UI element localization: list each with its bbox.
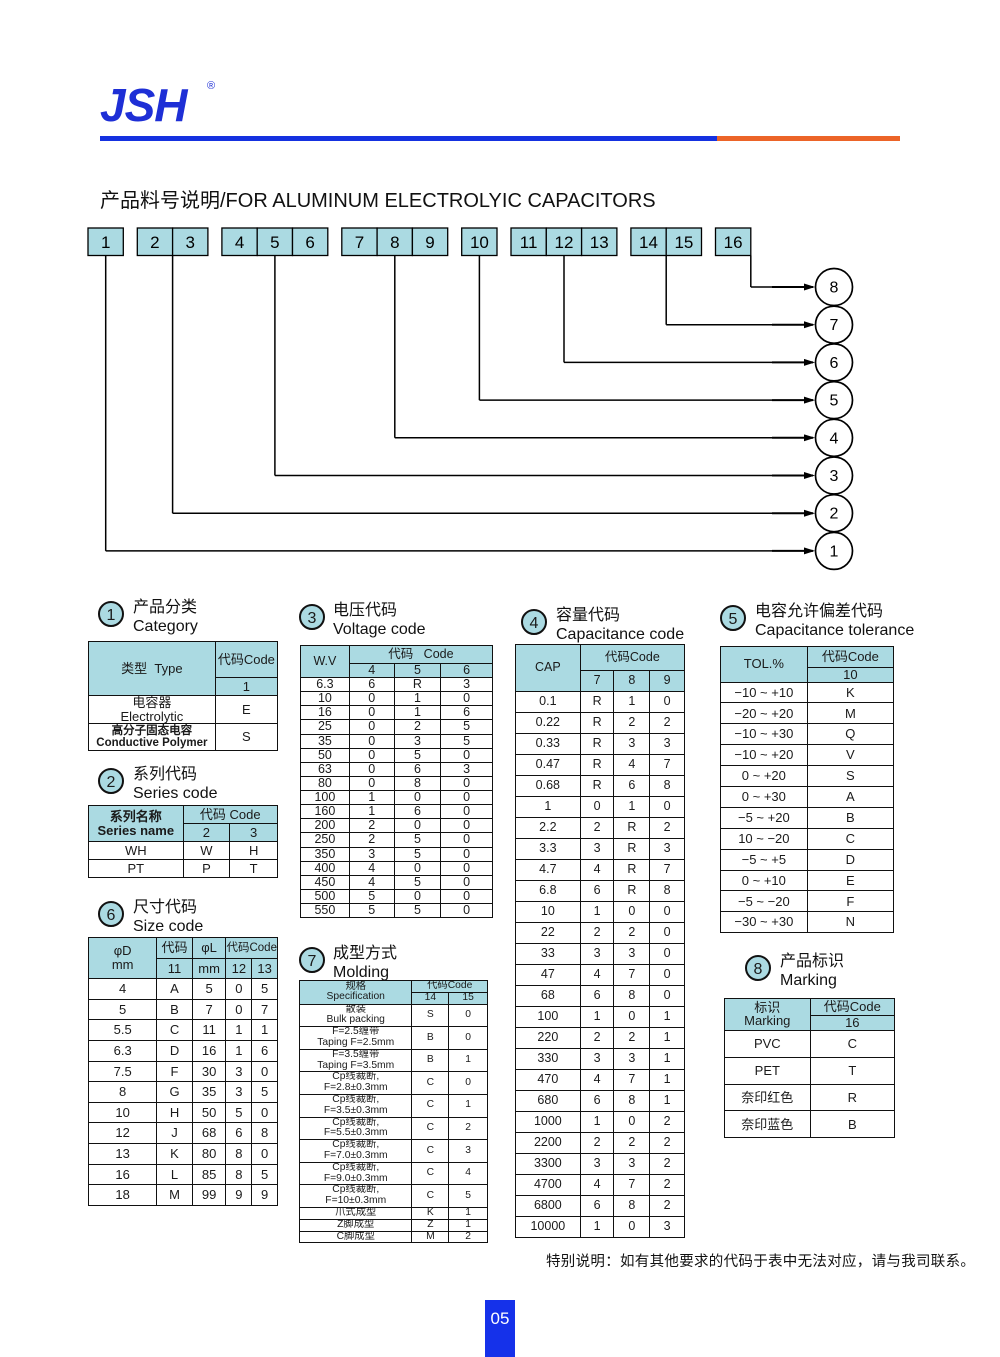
svg-text:7: 7 xyxy=(355,233,364,252)
svg-text:1: 1 xyxy=(830,543,839,560)
svg-text:5: 5 xyxy=(270,233,279,252)
svg-text:2: 2 xyxy=(830,506,839,523)
svg-text:4: 4 xyxy=(830,430,839,447)
svg-text:14: 14 xyxy=(639,233,658,252)
svg-text:10: 10 xyxy=(470,233,489,252)
svg-text:12: 12 xyxy=(555,233,574,252)
svg-text:8: 8 xyxy=(830,280,839,297)
svg-text:3: 3 xyxy=(185,233,194,252)
svg-text:6: 6 xyxy=(830,355,839,372)
svg-text:2: 2 xyxy=(150,233,159,252)
svg-text:1: 1 xyxy=(101,233,110,252)
svg-text:13: 13 xyxy=(590,233,609,252)
svg-text:4: 4 xyxy=(235,233,244,252)
svg-text:5: 5 xyxy=(830,393,839,410)
svg-text:16: 16 xyxy=(724,233,743,252)
svg-text:3: 3 xyxy=(830,468,839,485)
svg-text:6: 6 xyxy=(305,233,314,252)
svg-text:9: 9 xyxy=(425,233,434,252)
svg-text:15: 15 xyxy=(674,233,693,252)
svg-text:11: 11 xyxy=(520,233,538,252)
svg-text:8: 8 xyxy=(390,233,399,252)
svg-text:7: 7 xyxy=(830,317,839,334)
